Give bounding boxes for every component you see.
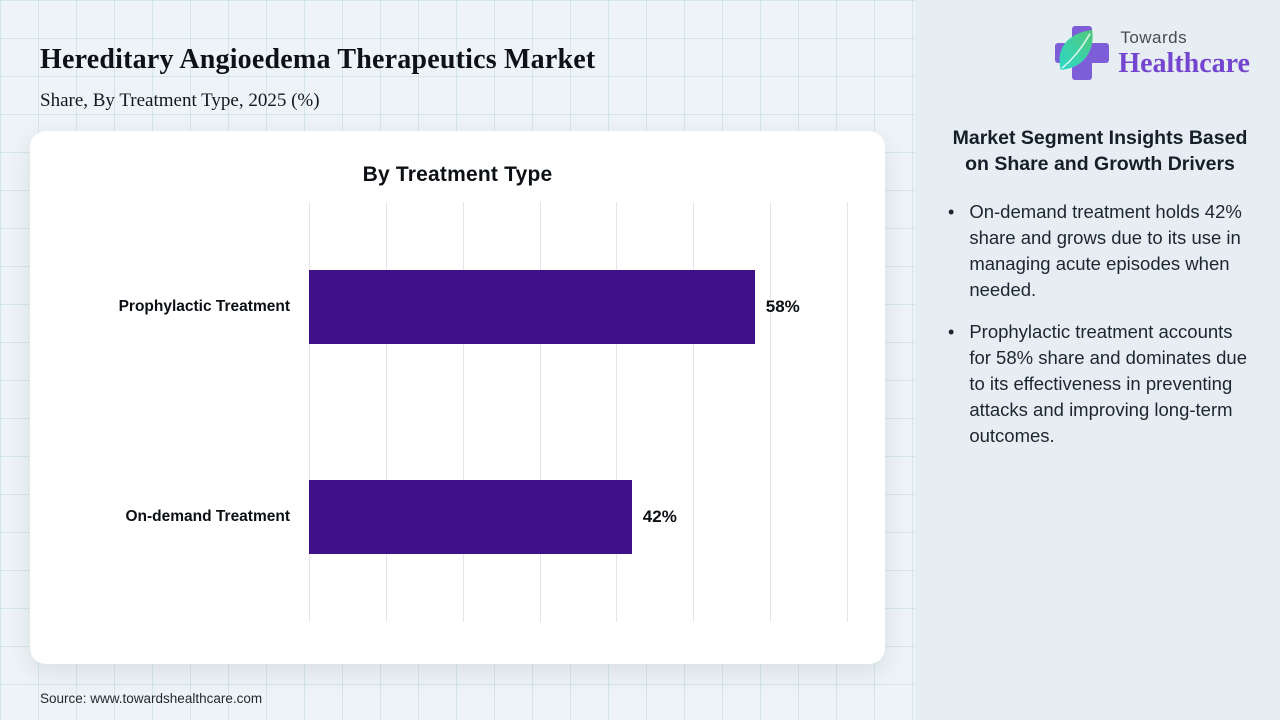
bullet-item-on-demand: • On-demand treatment holds 42% share an… (948, 199, 1252, 303)
page-title: Hereditary Angioedema Therapeutics Marke… (40, 44, 596, 75)
bullet-item-prophylactic: • Prophylactic treatment accounts for 58… (948, 319, 1252, 449)
bar-row: On-demand Treatment 42% (126, 412, 847, 622)
category-label: On-demand Treatment (125, 508, 291, 525)
bullet-dot: • (948, 202, 955, 222)
gridline (616, 202, 618, 622)
bullet-text: Prophylactic treatment accounts for 58% … (969, 321, 1247, 446)
insights-bullet-list: • On-demand treatment holds 42% share an… (948, 199, 1252, 449)
bar-row: Prophylactic Treatment 58% (119, 202, 847, 412)
bar-plot: Prophylactic Treatment 58% On-demand Treat… (119, 202, 848, 622)
gridline (770, 202, 772, 622)
bullet-dot: • (948, 322, 955, 342)
insights-heading: Market Segment Insights Based on Share a… (952, 127, 1248, 175)
chart-card: By Treatment Type Prophylactic Treatment… (30, 131, 885, 664)
gridline (462, 202, 464, 622)
main-area: Hereditary Angioedema Therapeutics Marke… (0, 0, 915, 720)
towards-healthcare-logo: Towards Healthcare (1055, 25, 1250, 81)
gridline (385, 202, 387, 622)
gridline (693, 202, 695, 622)
gridline (539, 202, 541, 622)
bar-segment (309, 480, 632, 554)
gridline (847, 202, 848, 622)
logo-towards-text: Towards (1120, 27, 1188, 47)
bullet-text: On-demand treatment holds 42% share and … (969, 201, 1242, 300)
logo-wordmark: Towards Healthcare (1118, 29, 1250, 78)
logo-healthcare-text: Healthcare (1118, 47, 1250, 79)
value-label: 42% (642, 507, 677, 526)
bar-segment (309, 270, 755, 344)
chart-title: By Treatment Type (362, 163, 553, 186)
category-label: Prophylactic Treatment (118, 298, 290, 315)
insights-panel: Towards Healthcare Market Segment Insigh… (915, 0, 1280, 720)
logo-cross-leaf-icon (1055, 25, 1110, 81)
page-subtitle: Share, By Treatment Type, 2025 (%) (40, 90, 320, 111)
value-label: 58% (765, 297, 800, 316)
source-line: Source: www.towardshealthcare.com (40, 691, 263, 706)
leaf-icon (1059, 29, 1093, 70)
gridline (309, 202, 310, 622)
